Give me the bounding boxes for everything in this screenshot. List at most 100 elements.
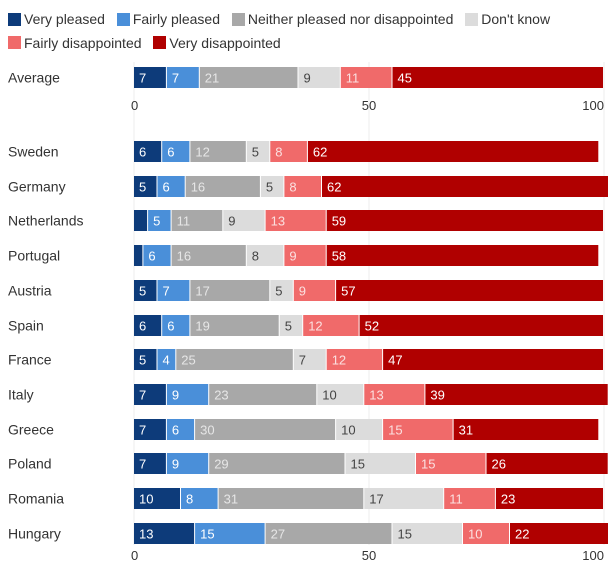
data-label: 57 — [341, 284, 355, 299]
x-tick-label: 50 — [362, 548, 376, 563]
data-label: 5 — [252, 145, 259, 160]
data-label: 10 — [139, 492, 153, 507]
bar-segment — [190, 141, 246, 162]
category-label: Sweden — [8, 144, 59, 160]
legend-swatch-neither — [231, 12, 245, 26]
bar-segment — [326, 245, 599, 266]
data-label: 12 — [308, 319, 322, 334]
data-label: 15 — [421, 457, 435, 472]
data-label: 9 — [299, 284, 306, 299]
data-label: 5 — [139, 180, 146, 195]
data-label: 19 — [195, 319, 209, 334]
bar-segment — [416, 453, 486, 474]
bar-segment — [444, 488, 495, 509]
data-label: 7 — [139, 388, 146, 403]
data-label: 39 — [430, 388, 444, 403]
data-label: 7 — [139, 423, 146, 438]
bar-segment — [303, 315, 359, 336]
bar-segment — [176, 349, 293, 370]
bar-segment — [134, 280, 157, 301]
bar-segment — [298, 67, 340, 88]
bar-segment — [326, 349, 383, 370]
bar-segment — [162, 315, 190, 336]
bar-segment — [293, 280, 336, 301]
bar-segment — [190, 280, 270, 301]
bar-segment — [209, 384, 317, 405]
category-label: Average — [8, 70, 60, 86]
bar-segment — [246, 141, 270, 162]
bar-segment — [364, 488, 444, 509]
legend-swatch-very-disappointed — [153, 36, 167, 49]
data-label: 5 — [139, 284, 146, 299]
bar-segment — [166, 453, 209, 474]
data-label: 6 — [148, 249, 155, 264]
bar-segment — [279, 315, 303, 336]
bar-segment — [265, 210, 326, 231]
bar-segment — [162, 141, 190, 162]
data-label: 58 — [332, 249, 346, 264]
bar-segment — [453, 419, 599, 440]
legend-item-very-pleased: Very pleased — [8, 8, 105, 30]
data-label: 27 — [271, 527, 285, 542]
category-label: Hungary — [8, 526, 61, 542]
x-tick-label: 100 — [582, 548, 604, 563]
data-label: 13 — [139, 527, 153, 542]
data-label: 23 — [214, 388, 228, 403]
data-label: 9 — [304, 71, 311, 86]
data-label: 12 — [332, 353, 346, 368]
category-label: Portugal — [8, 248, 60, 264]
data-label: 6 — [167, 145, 174, 160]
data-label: 59 — [332, 214, 346, 229]
bar-segment — [157, 176, 185, 197]
data-label: 4 — [163, 353, 170, 368]
bar-segment — [265, 523, 392, 544]
data-label: 52 — [365, 319, 379, 334]
data-label: 21 — [205, 71, 219, 86]
legend-label: Fairly pleased — [132, 11, 220, 27]
bar-segment — [199, 67, 298, 88]
bar-segment — [166, 384, 209, 405]
data-label: 8 — [252, 249, 259, 264]
category-label: France — [8, 352, 52, 368]
bar-segment — [134, 210, 148, 231]
data-label: 6 — [172, 423, 179, 438]
bar-segment — [336, 280, 603, 301]
bar-segment — [190, 315, 279, 336]
bar-segment — [209, 453, 345, 474]
bar-segment — [326, 210, 603, 231]
bar-segment — [166, 419, 195, 440]
legend-item-fairly-pleased: Fairly pleased — [116, 8, 220, 30]
category-label: Netherlands — [8, 213, 84, 229]
x-tick-label: 0 — [131, 548, 138, 563]
data-label: 26 — [492, 457, 506, 472]
legend: Very pleased Fairly pleased Neither plea… — [8, 8, 608, 55]
data-label: 8 — [275, 145, 282, 160]
bar-segment — [340, 67, 392, 88]
data-label: 15 — [388, 423, 402, 438]
bar-segment — [270, 141, 307, 162]
bar-segment — [181, 488, 218, 509]
x-tick-label: 100 — [582, 98, 604, 113]
bar-segment — [223, 210, 265, 231]
data-label: 30 — [200, 423, 214, 438]
data-label: 23 — [501, 492, 515, 507]
data-label: 7 — [139, 457, 146, 472]
data-label: 9 — [172, 457, 179, 472]
bar-segment — [284, 176, 321, 197]
data-label: 31 — [224, 492, 238, 507]
legend-item-dont-know: Don't know — [465, 8, 550, 30]
data-label: 7 — [172, 71, 179, 86]
data-label: 31 — [459, 423, 473, 438]
data-label: 7 — [163, 284, 170, 299]
legend-swatch-dont-know — [465, 12, 479, 26]
bar-segment — [392, 523, 462, 544]
legend-label: Don't know — [481, 11, 551, 27]
bar-segment — [270, 280, 293, 301]
bar-segment — [134, 523, 195, 544]
data-label: 16 — [191, 180, 205, 195]
bar-segment — [171, 245, 246, 266]
bar-segment — [134, 245, 143, 266]
bar-segment — [157, 349, 176, 370]
bar-segment — [195, 523, 265, 544]
